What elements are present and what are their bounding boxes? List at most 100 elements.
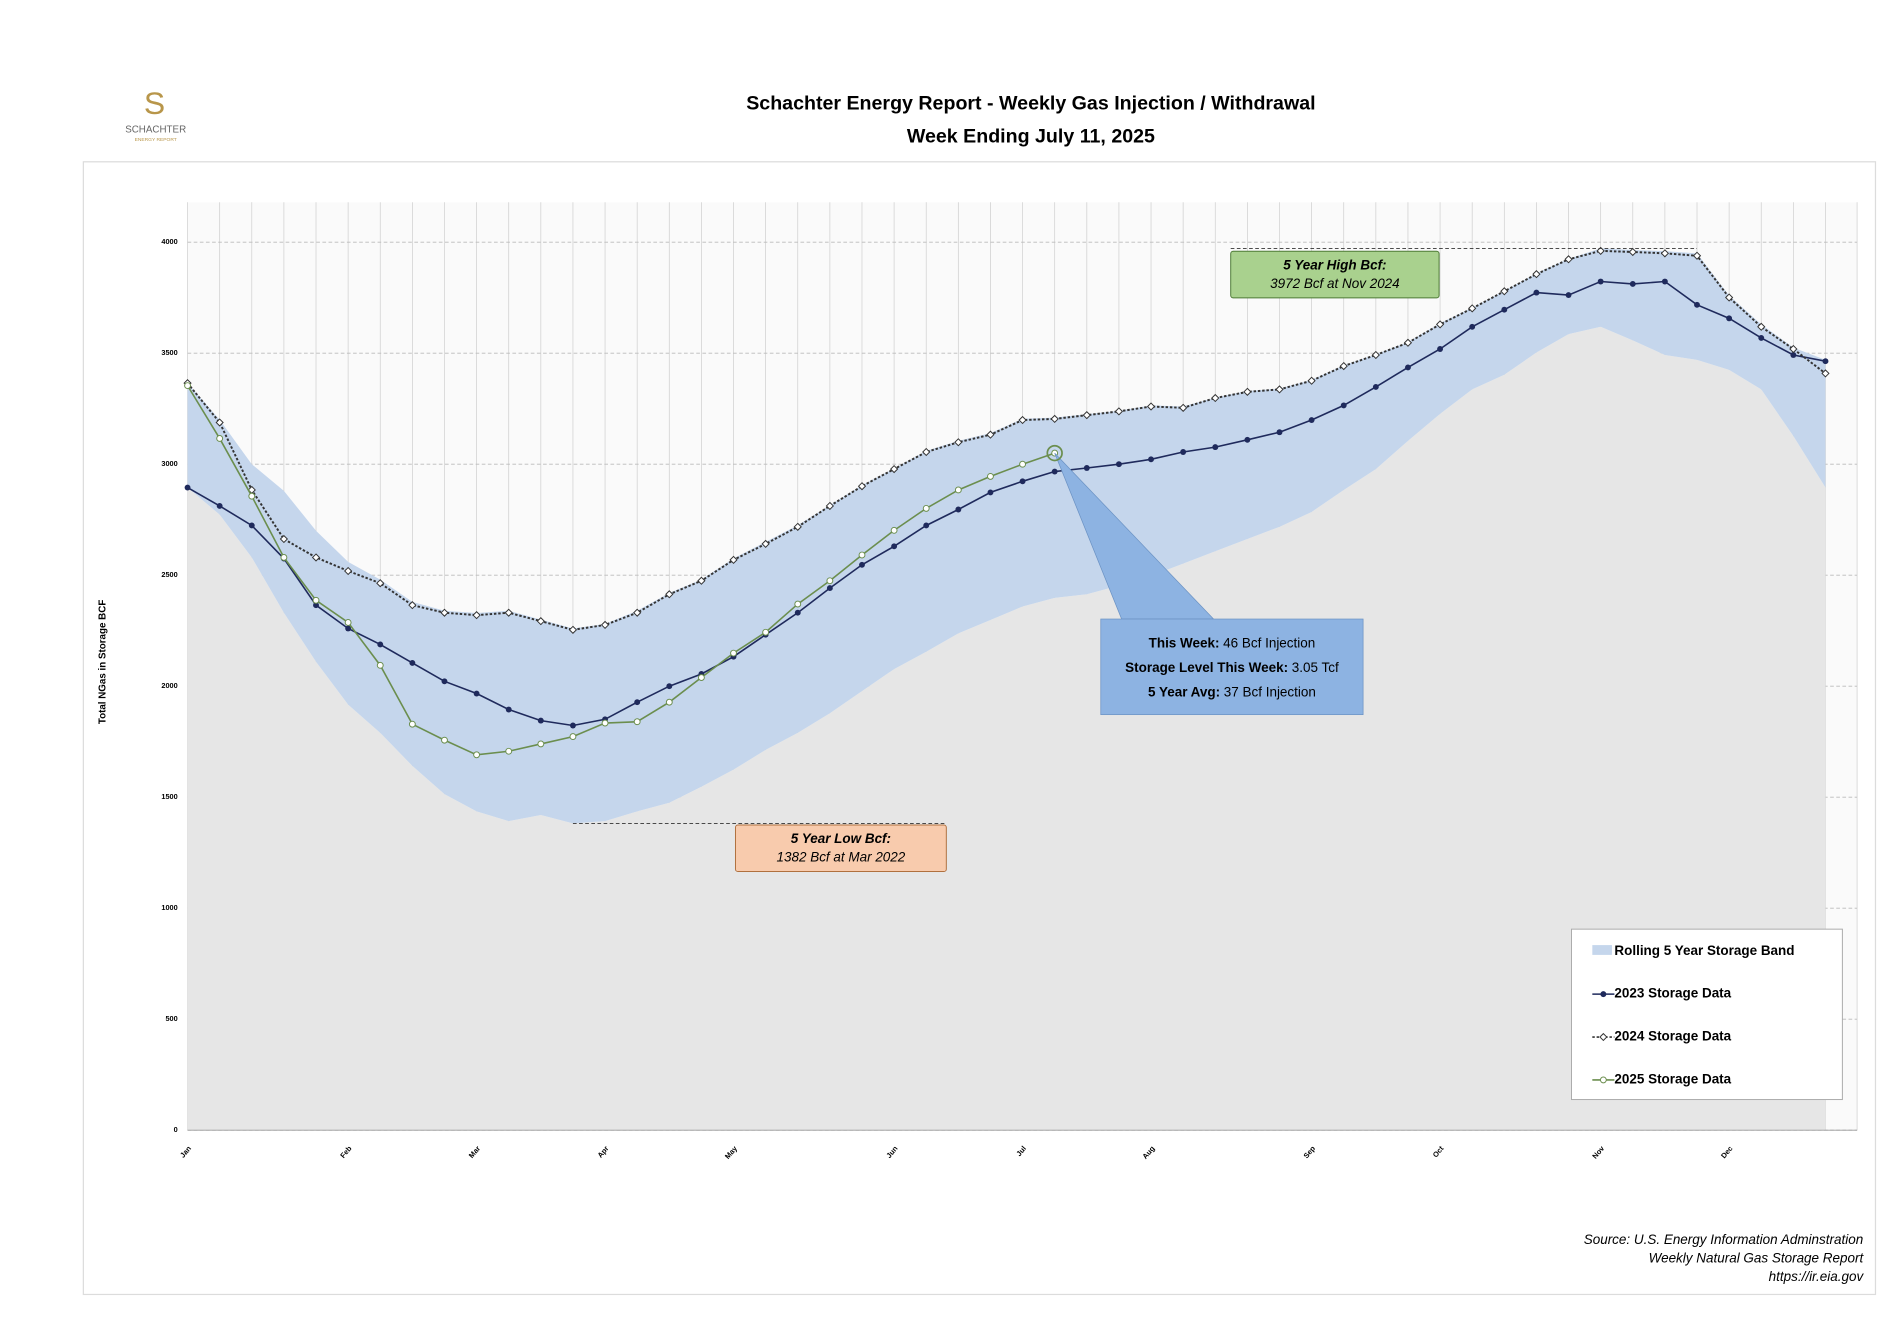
series-line	[186, 385, 1055, 756]
data-point	[1372, 384, 1379, 390]
data-point	[216, 435, 224, 442]
data-point	[761, 539, 770, 549]
data-point	[568, 625, 578, 634]
data-point	[1435, 320, 1445, 329]
data-point	[1276, 429, 1283, 436]
data-point	[954, 486, 962, 494]
data-point	[1179, 403, 1188, 412]
data-point	[1596, 246, 1605, 256]
data-point	[1758, 334, 1765, 341]
data-point	[697, 674, 705, 681]
data-point	[923, 522, 930, 529]
this-week-value: 3.05 Tcf	[1292, 660, 1339, 675]
data-point	[441, 736, 448, 744]
legend-swatch	[1592, 945, 1612, 955]
data-point	[1244, 436, 1251, 443]
data-point	[987, 472, 994, 480]
data-point	[312, 596, 320, 604]
data-point	[922, 447, 931, 457]
source-line: https://ir.eia.gov	[1769, 1269, 1865, 1284]
data-point	[1726, 315, 1733, 322]
data-point	[1082, 411, 1091, 420]
logo-name: SCHACHTER	[125, 125, 186, 136]
y-tick-label: 500	[165, 1014, 177, 1023]
this-week-label: This Week:	[1149, 635, 1220, 650]
data-point	[1339, 361, 1348, 371]
data-point	[1565, 292, 1572, 298]
data-point	[1212, 444, 1219, 451]
y-tick-label: 3000	[161, 459, 177, 468]
data-point	[1600, 991, 1607, 998]
data-point	[826, 577, 834, 585]
data-point	[505, 747, 513, 755]
data-point	[1597, 278, 1604, 285]
y-tick-label: 2000	[161, 681, 177, 690]
low-callout	[734, 824, 947, 873]
data-point	[537, 740, 545, 748]
data-point	[1468, 304, 1477, 313]
data-point	[1148, 456, 1154, 463]
data-point	[1564, 255, 1573, 264]
low-callout-title: 5 Year Low Bcf:	[791, 831, 891, 846]
data-point	[697, 576, 706, 585]
data-point	[666, 683, 673, 690]
data-point	[408, 720, 416, 728]
data-point	[955, 506, 962, 513]
data-point	[1757, 322, 1766, 331]
data-point	[1371, 350, 1380, 360]
series-line	[186, 249, 1827, 631]
data-point	[1532, 270, 1541, 279]
logo-tagline: ENERGY REPORT	[135, 137, 177, 143]
this-week-label: 5 Year Avg:	[1148, 684, 1220, 699]
high-callout-text: 3972 Bcf at Nov 2024	[1270, 276, 1400, 291]
high-callout-title: 5 Year High Bcf:	[1283, 258, 1386, 273]
data-point	[729, 555, 738, 565]
this-week-value: 46 Bcf Injection	[1223, 635, 1315, 650]
low-callout-text: 1382 Bcf at Mar 2022	[777, 850, 906, 865]
data-point	[1340, 402, 1347, 409]
this-week-highlight	[1046, 444, 1063, 462]
data-point	[633, 608, 642, 617]
data-point	[216, 503, 223, 509]
data-point	[793, 522, 802, 531]
data-point	[344, 566, 353, 576]
data-point	[889, 464, 899, 474]
data-point	[505, 706, 512, 713]
y-tick-label: 4000	[161, 237, 177, 246]
this-week-value: 37 Bcf Injection	[1224, 684, 1316, 699]
data-point	[1501, 306, 1508, 313]
data-point	[857, 482, 867, 491]
legend-label: 2025 Storage Data	[1614, 1071, 1731, 1086]
data-point	[441, 678, 448, 685]
data-point	[440, 608, 449, 617]
data-point	[762, 628, 770, 636]
data-point	[794, 609, 801, 616]
data-point	[248, 492, 256, 500]
data-point	[1821, 369, 1830, 378]
data-point	[248, 522, 255, 529]
data-point	[184, 382, 191, 390]
data-point	[859, 561, 865, 568]
data-point	[1018, 415, 1027, 425]
data-point	[472, 611, 481, 620]
data-point	[1533, 289, 1540, 296]
data-point	[537, 717, 544, 724]
y-tick-label: 1000	[161, 903, 177, 912]
storage-floor-area	[187, 326, 1826, 1131]
data-point	[1724, 293, 1734, 302]
source-line: Source: U.S. Energy Information Adminstr…	[1584, 1232, 1863, 1247]
data-point	[601, 719, 609, 727]
data-point	[536, 617, 545, 626]
data-point	[825, 501, 834, 511]
data-point	[1308, 417, 1315, 423]
data-point	[1146, 402, 1156, 411]
data-point	[1051, 468, 1058, 475]
data-point	[408, 601, 417, 610]
this-week-row: This Week: 46 Bcf Injection	[1149, 635, 1316, 650]
legend-label: 2024 Storage Data	[1614, 1029, 1731, 1044]
data-point	[569, 733, 577, 741]
data-point	[954, 438, 963, 447]
series-line	[187, 280, 1826, 727]
data-point	[794, 600, 802, 608]
